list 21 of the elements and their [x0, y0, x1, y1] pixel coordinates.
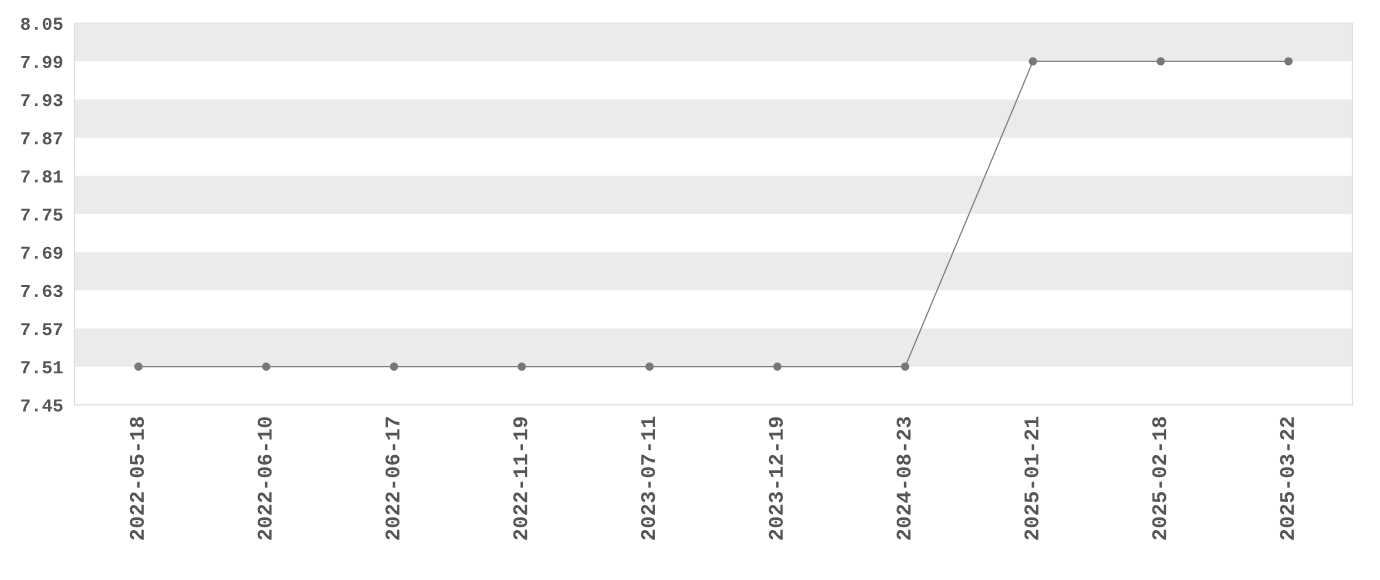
- y-tick-label: 7.63: [21, 284, 63, 298]
- y-tick-label: 7.75: [21, 208, 63, 221]
- y-tick-label: 7.87: [21, 132, 63, 145]
- x-tick-label: 2022-06-10: [257, 417, 272, 540]
- y-tick-label: 7.45: [21, 399, 63, 412]
- x-tick-label: 2022-05-18: [129, 417, 145, 540]
- x-tick-label: 2023-12-19: [768, 417, 783, 540]
- x-tick-label: 2025-01-21: [1024, 416, 1039, 540]
- y-tick-label: 8.05: [21, 17, 63, 30]
- x-tick-label: 2025-03-22: [1279, 417, 1295, 540]
- y-tick-label: 7.93: [21, 93, 63, 107]
- y-tick-label: 7.57: [21, 323, 63, 336]
- y-tick-label: 7.69: [21, 246, 63, 259]
- x-tick-label: 2022-06-17: [385, 417, 400, 540]
- x-tick-label: 2025-02-18: [1152, 417, 1167, 540]
- x-tick-label: 2023-07-11: [641, 416, 656, 540]
- x-tick-label: 2022-11-19: [513, 417, 528, 540]
- y-tick-label: 7.51: [21, 361, 63, 374]
- y-tick-label: 7.99: [21, 55, 63, 69]
- x-tick-label: 2024-08-23: [896, 417, 911, 540]
- y-tick-label: 7.81: [21, 170, 63, 183]
